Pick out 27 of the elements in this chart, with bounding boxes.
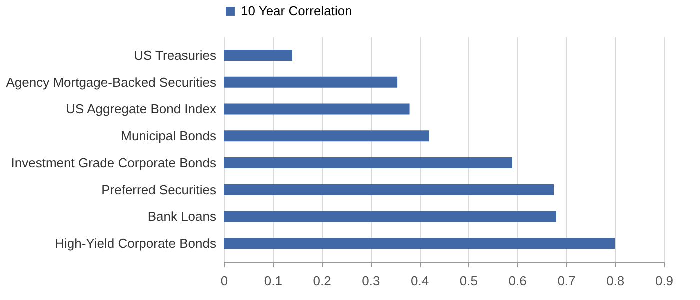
bar — [224, 238, 616, 250]
bar — [224, 184, 554, 196]
y-tick-label: US Aggregate Bond Index — [66, 102, 217, 117]
x-tick-label: 0.2 — [313, 274, 332, 288]
y-tick-label: Municipal Bonds — [121, 128, 217, 144]
bar — [224, 76, 398, 88]
legend-label: 10 Year Correlation — [241, 4, 352, 18]
x-tick-label: 0.5 — [460, 274, 478, 288]
x-tick-label: 0.1 — [264, 274, 282, 288]
bar — [224, 50, 292, 61]
y-tick-label: Preferred Securities — [102, 182, 217, 198]
y-tick-label: Agency Mortgage-Backed Securities — [6, 74, 217, 90]
x-tick-label: 0.8 — [606, 274, 625, 288]
y-tick-label: High-Yield Corporate Bonds — [55, 236, 217, 252]
bar — [224, 130, 430, 142]
y-tick-label: Bank Loans — [148, 209, 217, 224]
x-tick-label: 0 — [220, 274, 228, 288]
x-tick-label: 0.3 — [362, 274, 380, 288]
y-tick-label: Investment Grade Corporate Bonds — [11, 155, 217, 170]
x-tick-label: 0.6 — [508, 274, 527, 288]
x-tick-label: 0.9 — [655, 274, 674, 288]
x-tick-label: 0.4 — [411, 274, 430, 288]
bar — [224, 104, 410, 115]
x-tick-label: 0.7 — [558, 274, 576, 288]
bar — [224, 157, 512, 168]
bar — [224, 211, 556, 222]
y-tick-label: US Treasuries — [134, 48, 217, 63]
